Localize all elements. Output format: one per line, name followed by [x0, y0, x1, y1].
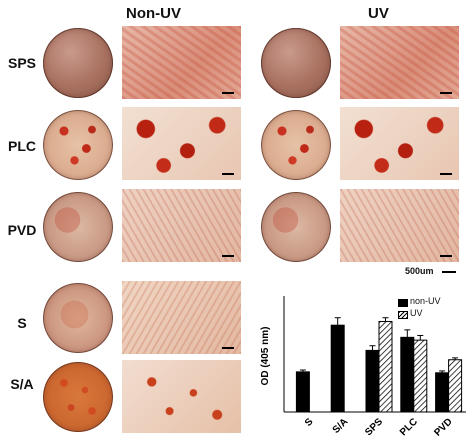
scale-bar [440, 92, 452, 94]
bar-non-uv-sps [365, 349, 380, 413]
header-uv: UV [368, 5, 389, 22]
dish-pvd-uv [261, 192, 331, 262]
y-axis-label: OD (405 nm) [260, 327, 271, 386]
scale-bar [222, 255, 234, 257]
scale-bar [222, 92, 234, 94]
legend-swatch-uv [398, 311, 408, 319]
micrograph-pvd-non-uv [122, 189, 241, 262]
bar-non-uv-s [295, 371, 310, 413]
x-tick-label: SPS [363, 416, 385, 438]
legend-label-uv: UV [410, 308, 423, 318]
scale-bar-label: 500um [405, 266, 434, 276]
micrograph-sps-non-uv [122, 26, 241, 99]
scale-bar [440, 173, 452, 175]
bar-uv-plc [413, 339, 428, 413]
dish-sa [43, 362, 113, 432]
scale-bar-legend [442, 271, 456, 273]
micrograph-s [122, 281, 241, 354]
legend-label-non-uv: non-UV [410, 296, 441, 306]
micrograph-sa [122, 360, 241, 433]
x-tick-label: PLC [398, 416, 420, 438]
legend-swatch-non-uv [398, 299, 408, 307]
x-tick-label: PVD [432, 416, 454, 438]
scale-bar [222, 347, 234, 349]
dish-pvd-non-uv [43, 192, 113, 262]
micrograph-plc-uv [340, 107, 459, 180]
row-label-sa: S/A [10, 376, 34, 392]
scale-bar [440, 255, 452, 257]
dish-sps-uv [261, 28, 331, 98]
row-label-s: S [17, 315, 27, 331]
bar-uv-pvd [448, 359, 463, 413]
scale-bar [222, 173, 234, 175]
row-label-plc: PLC [8, 138, 36, 154]
bar-uv-sps [378, 320, 393, 413]
micrograph-pvd-uv [340, 189, 459, 262]
x-tick-label: S/A [331, 416, 351, 436]
row-label-pvd: PVD [7, 222, 37, 238]
dish-sps-non-uv [43, 28, 113, 98]
micrograph-plc-non-uv [122, 107, 241, 180]
dish-plc-uv [261, 110, 331, 180]
x-tick-label: S [303, 416, 316, 429]
dish-s [43, 283, 113, 353]
row-label-sps: SPS [7, 55, 36, 71]
bar-non-uv-plc [400, 336, 415, 413]
micrograph-sps-uv [340, 26, 459, 99]
bar-non-uv-s-a [330, 324, 345, 413]
bar-non-uv-pvd [435, 372, 450, 413]
dish-plc-non-uv [43, 110, 113, 180]
header-non-uv: Non-UV [126, 5, 181, 22]
